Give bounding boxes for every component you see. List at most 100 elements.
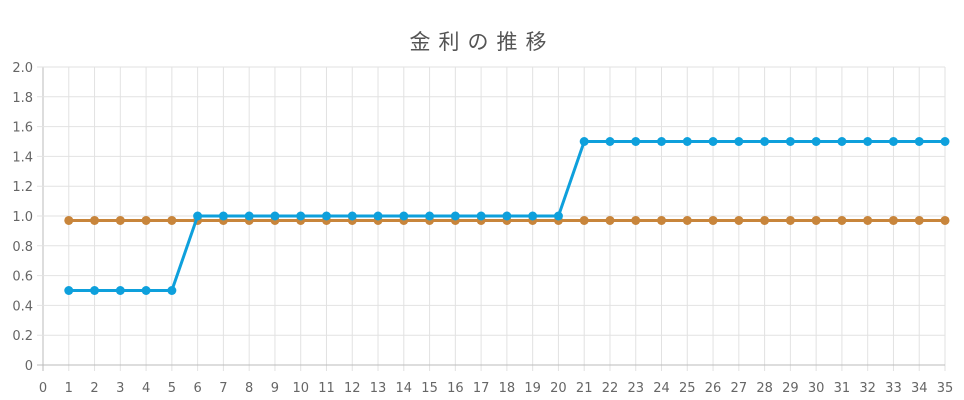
data-point[interactable] <box>141 286 151 295</box>
data-point[interactable] <box>579 215 589 225</box>
x-tick-label: 25 <box>679 381 696 396</box>
data-point[interactable] <box>141 215 151 225</box>
data-point[interactable] <box>605 215 615 225</box>
x-tick-label: 21 <box>576 381 593 396</box>
data-point[interactable] <box>914 215 924 225</box>
x-tick-label: 28 <box>756 381 773 396</box>
data-point[interactable] <box>321 211 331 221</box>
data-point[interactable] <box>708 215 718 225</box>
x-tick-label: 31 <box>834 381 851 396</box>
data-point[interactable] <box>605 137 615 146</box>
data-point[interactable] <box>785 137 795 146</box>
x-tick-label: 13 <box>370 381 387 396</box>
data-point[interactable] <box>553 211 563 221</box>
data-point[interactable] <box>863 137 873 146</box>
x-tick-label: 10 <box>292 381 309 396</box>
y-tick-label: 1.8 <box>12 91 33 106</box>
data-point[interactable] <box>347 211 357 221</box>
tick-labels: 0 1 2 3 4 5 6 7 8 9 10 11 12 13 14 15 16 17 18 19 20 21 22 23 24… <box>12 61 953 396</box>
x-tick-label: 17 <box>473 381 490 396</box>
x-tick-label: 19 <box>524 381 541 396</box>
y-tick-label: 0.8 <box>12 240 33 255</box>
series <box>64 137 950 295</box>
x-tick-label: 23 <box>627 381 644 396</box>
data-point[interactable] <box>837 215 847 225</box>
x-tick-label: 6 <box>193 381 201 396</box>
data-point[interactable] <box>631 215 641 225</box>
data-point[interactable] <box>914 137 924 146</box>
data-point[interactable] <box>373 211 383 221</box>
data-point[interactable] <box>528 211 538 221</box>
x-tick-label: 14 <box>396 381 413 396</box>
data-point[interactable] <box>502 211 512 221</box>
data-point[interactable] <box>64 286 74 295</box>
data-point[interactable] <box>940 215 950 225</box>
data-point[interactable] <box>940 137 950 146</box>
x-tick-label: 18 <box>499 381 516 396</box>
data-point[interactable] <box>244 211 254 221</box>
data-point[interactable] <box>811 215 821 225</box>
data-point[interactable] <box>476 211 486 221</box>
data-point[interactable] <box>115 215 125 225</box>
y-tick-label: 0 <box>25 359 33 374</box>
data-point[interactable] <box>270 211 280 221</box>
data-point[interactable] <box>167 286 177 295</box>
data-point[interactable] <box>888 215 898 225</box>
x-tick-label: 7 <box>219 381 227 396</box>
data-point[interactable] <box>682 215 692 225</box>
x-tick-label: 26 <box>705 381 722 396</box>
x-tick-label: 15 <box>421 381 438 396</box>
data-point[interactable] <box>734 137 744 146</box>
x-tick-label: 35 <box>937 381 954 396</box>
data-point[interactable] <box>64 215 74 225</box>
data-point[interactable] <box>631 137 641 146</box>
data-point[interactable] <box>863 215 873 225</box>
data-point[interactable] <box>734 215 744 225</box>
data-point[interactable] <box>90 215 100 225</box>
data-point[interactable] <box>399 211 409 221</box>
data-point[interactable] <box>450 211 460 221</box>
data-point[interactable] <box>90 286 100 295</box>
y-tick-label: 0.6 <box>12 270 33 285</box>
y-tick-label: 1.2 <box>12 180 33 195</box>
chart-title: 金利の推移 <box>409 30 555 54</box>
data-point[interactable] <box>193 211 203 221</box>
y-tick-label: 1.6 <box>12 121 33 136</box>
data-point[interactable] <box>785 215 795 225</box>
x-tick-label: 32 <box>859 381 876 396</box>
x-tick-label: 5 <box>168 381 176 396</box>
x-tick-label: 2 <box>90 381 98 396</box>
x-tick-label: 3 <box>116 381 124 396</box>
x-tick-label: 20 <box>550 381 567 396</box>
data-point[interactable] <box>425 211 435 221</box>
data-point[interactable] <box>657 137 667 146</box>
x-tick-label: 0 <box>39 381 47 396</box>
data-point[interactable] <box>760 137 770 146</box>
data-point[interactable] <box>708 137 718 146</box>
x-tick-label: 29 <box>782 381 799 396</box>
data-point[interactable] <box>218 211 228 221</box>
x-tick-label: 4 <box>142 381 150 396</box>
data-point[interactable] <box>760 215 770 225</box>
data-point[interactable] <box>682 137 692 146</box>
x-tick-label: 22 <box>602 381 619 396</box>
x-tick-label: 9 <box>271 381 279 396</box>
x-tick-label: 27 <box>731 381 748 396</box>
data-point[interactable] <box>888 137 898 146</box>
data-point[interactable] <box>579 137 589 146</box>
y-tick-label: 1.0 <box>12 210 33 225</box>
x-tick-label: 8 <box>245 381 253 396</box>
x-tick-label: 11 <box>318 381 335 396</box>
data-point[interactable] <box>811 137 821 146</box>
x-tick-label: 33 <box>885 381 902 396</box>
data-point[interactable] <box>115 286 125 295</box>
data-point[interactable] <box>837 137 847 146</box>
y-tick-label: 1.4 <box>12 150 33 165</box>
x-tick-label: 24 <box>653 381 670 396</box>
x-tick-label: 34 <box>911 381 928 396</box>
data-point[interactable] <box>296 211 306 221</box>
y-tick-label: 0.2 <box>12 329 33 344</box>
data-point[interactable] <box>167 215 177 225</box>
data-point[interactable] <box>657 215 667 225</box>
